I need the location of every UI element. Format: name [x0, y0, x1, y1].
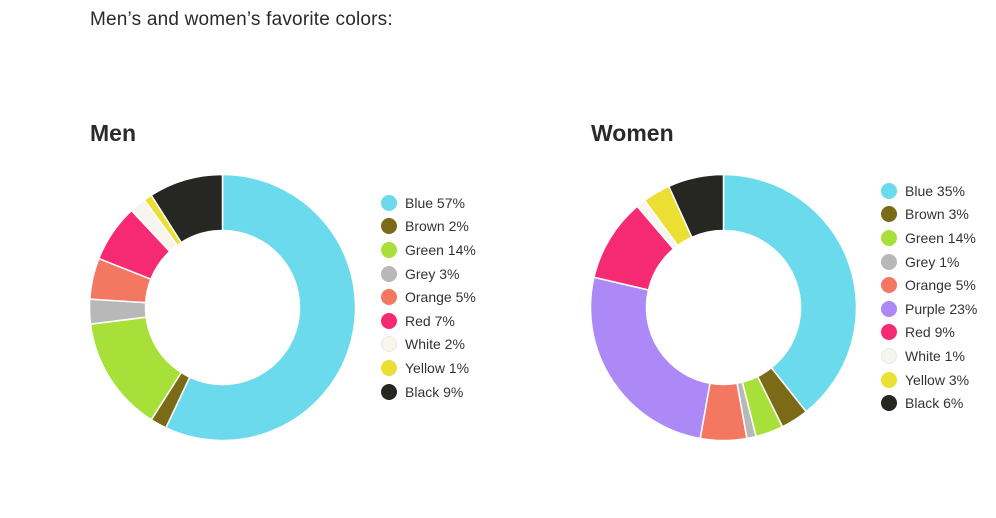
legend-swatch	[381, 359, 397, 376]
men-legend: Blue 57% Brown 2% Green 14% Grey 3% Orange 5…	[381, 191, 476, 403]
women-slice-black	[668, 173, 725, 239]
men-legend-item-green: Green 14%	[381, 238, 476, 262]
legend-swatch	[881, 347, 897, 364]
men-legend-item-black: Black 9%	[381, 380, 476, 404]
women-legend-item-red: Red 9%	[881, 321, 977, 345]
legend-label: Grey 1%	[905, 253, 960, 270]
women-donut-chart	[589, 173, 858, 442]
women-legend-item-green: Green 14%	[881, 226, 977, 250]
men-slice-black	[150, 173, 224, 244]
legend-swatch	[381, 312, 397, 329]
legend-swatch	[881, 206, 897, 223]
women-legend-item-orange: Orange 5%	[881, 273, 977, 297]
legend-swatch	[881, 371, 897, 388]
legend-swatch	[881, 300, 897, 317]
men-legend-item-blue: Blue 57%	[381, 191, 476, 215]
women-chart-title: Women	[591, 120, 674, 146]
legend-swatch	[381, 336, 397, 353]
legend-swatch	[381, 289, 397, 306]
men-donut-chart	[88, 173, 357, 442]
legend-swatch	[381, 194, 397, 211]
women-slice-purple	[589, 276, 711, 440]
men-chart-title: Men	[90, 120, 136, 146]
legend-label: Yellow 3%	[905, 371, 970, 388]
women-legend-item-purple: Purple 23%	[881, 297, 977, 321]
legend-label: Black 9%	[405, 383, 464, 400]
legend-label: Blue 57%	[405, 194, 465, 211]
legend-label: Green 14%	[905, 229, 976, 246]
legend-label: Blue 35%	[905, 182, 965, 199]
legend-label: Red 9%	[905, 324, 955, 341]
legend-label: Red 7%	[405, 312, 455, 329]
legend-swatch	[881, 182, 897, 199]
legend-label: Brown 3%	[905, 206, 969, 223]
women-legend: Blue 35% Brown 3% Green 14% Grey 1% Orange 5…	[881, 179, 977, 415]
men-legend-item-yellow: Yellow 1%	[381, 356, 476, 380]
women-legend-item-brown: Brown 3%	[881, 203, 977, 227]
men-legend-item-white: White 2%	[381, 333, 476, 357]
legend-label: White 2%	[405, 336, 465, 353]
legend-label: Brown 2%	[405, 218, 469, 235]
legend-label: Purple 23%	[905, 300, 978, 317]
women-legend-item-blue: Blue 35%	[881, 179, 977, 203]
legend-swatch	[881, 395, 897, 412]
legend-label: Grey 3%	[405, 265, 460, 282]
legend-swatch	[881, 324, 897, 341]
legend-swatch	[881, 277, 897, 294]
men-legend-item-red: Red 7%	[381, 309, 476, 333]
legend-label: Yellow 1%	[405, 359, 470, 376]
legend-label: Orange 5%	[405, 289, 476, 306]
women-legend-item-grey: Grey 1%	[881, 250, 977, 274]
legend-label: Green 14%	[405, 241, 476, 258]
legend-swatch	[881, 229, 897, 246]
men-legend-item-grey: Grey 3%	[381, 262, 476, 286]
women-slice-blue	[722, 173, 858, 413]
legend-swatch	[381, 265, 397, 282]
women-legend-item-black: Black 6%	[881, 391, 977, 415]
legend-swatch	[881, 253, 897, 270]
legend-label: White 1%	[905, 347, 965, 364]
page-title: Men’s and women’s favorite colors:	[90, 9, 393, 30]
women-legend-item-yellow: Yellow 3%	[881, 368, 977, 392]
men-legend-item-brown: Brown 2%	[381, 215, 476, 239]
legend-swatch	[381, 218, 397, 235]
men-legend-item-orange: Orange 5%	[381, 285, 476, 309]
legend-swatch	[381, 383, 397, 400]
legend-swatch	[381, 241, 397, 258]
legend-label: Black 6%	[905, 395, 964, 412]
women-legend-item-white: White 1%	[881, 344, 977, 368]
men-slice-blue	[165, 173, 357, 442]
legend-label: Orange 5%	[905, 277, 976, 294]
